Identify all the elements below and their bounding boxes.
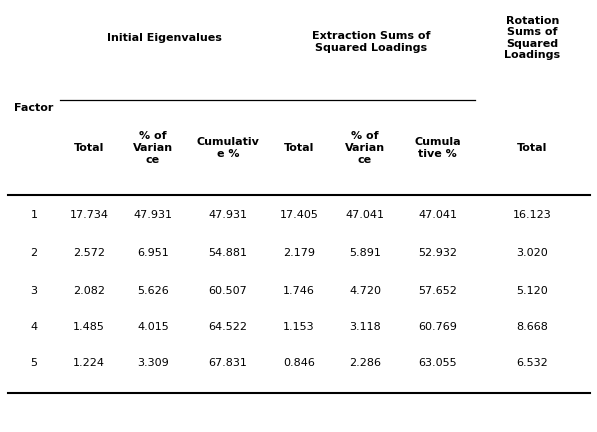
Text: 4.015: 4.015 [137,322,169,332]
Text: 64.522: 64.522 [208,322,248,332]
Text: 47.041: 47.041 [418,210,457,220]
Text: 47.931: 47.931 [208,210,248,220]
Text: Extraction Sums of
Squared Loadings: Extraction Sums of Squared Loadings [312,31,431,53]
Text: 3.309: 3.309 [137,358,169,368]
Text: Rotation
Sums of
Squared
Loadings: Rotation Sums of Squared Loadings [504,16,561,60]
Text: 5.120: 5.120 [516,286,549,296]
Text: 1.153: 1.153 [283,322,315,332]
Text: % of
Varian
ce: % of Varian ce [345,131,385,165]
Text: 67.831: 67.831 [208,358,247,368]
Text: 6.951: 6.951 [137,248,169,258]
Text: Factor: Factor [14,103,54,113]
Text: Cumula
tive %: Cumula tive % [414,137,461,159]
Text: 17.405: 17.405 [279,210,318,220]
Text: 8.668: 8.668 [516,322,549,332]
Text: 47.041: 47.041 [346,210,384,220]
Text: 57.652: 57.652 [418,286,457,296]
Text: Initial Eigenvalues: Initial Eigenvalues [106,33,221,43]
Text: 1.485: 1.485 [73,322,105,332]
Text: 2.082: 2.082 [73,286,105,296]
Text: % of
Varian
ce: % of Varian ce [133,131,173,165]
Text: 1.224: 1.224 [73,358,105,368]
Text: 3: 3 [30,286,38,296]
Text: 0.846: 0.846 [283,358,315,368]
Text: 5.891: 5.891 [349,248,381,258]
Text: 2.572: 2.572 [73,248,105,258]
Text: 6.532: 6.532 [516,358,549,368]
Text: 2.179: 2.179 [283,248,315,258]
Text: 47.931: 47.931 [134,210,173,220]
Text: Total: Total [284,143,314,153]
Text: 54.881: 54.881 [208,248,248,258]
Text: Total: Total [74,143,104,153]
Text: 17.734: 17.734 [69,210,109,220]
Text: 2: 2 [30,248,38,258]
Text: Total: Total [518,143,547,153]
Text: 52.932: 52.932 [418,248,457,258]
Text: 63.055: 63.055 [418,358,457,368]
Text: 60.769: 60.769 [418,322,457,332]
Text: 4.720: 4.720 [349,286,381,296]
Text: 3.118: 3.118 [349,322,381,332]
Text: 5.626: 5.626 [137,286,169,296]
Text: 60.507: 60.507 [208,286,247,296]
Text: 16.123: 16.123 [513,210,552,220]
Text: Cumulativ
e %: Cumulativ e % [196,137,260,159]
Text: 3.020: 3.020 [516,248,549,258]
Text: 5: 5 [30,358,38,368]
Text: 1.746: 1.746 [283,286,315,296]
Text: 1: 1 [30,210,38,220]
Text: 4: 4 [30,322,38,332]
Text: 2.286: 2.286 [349,358,381,368]
